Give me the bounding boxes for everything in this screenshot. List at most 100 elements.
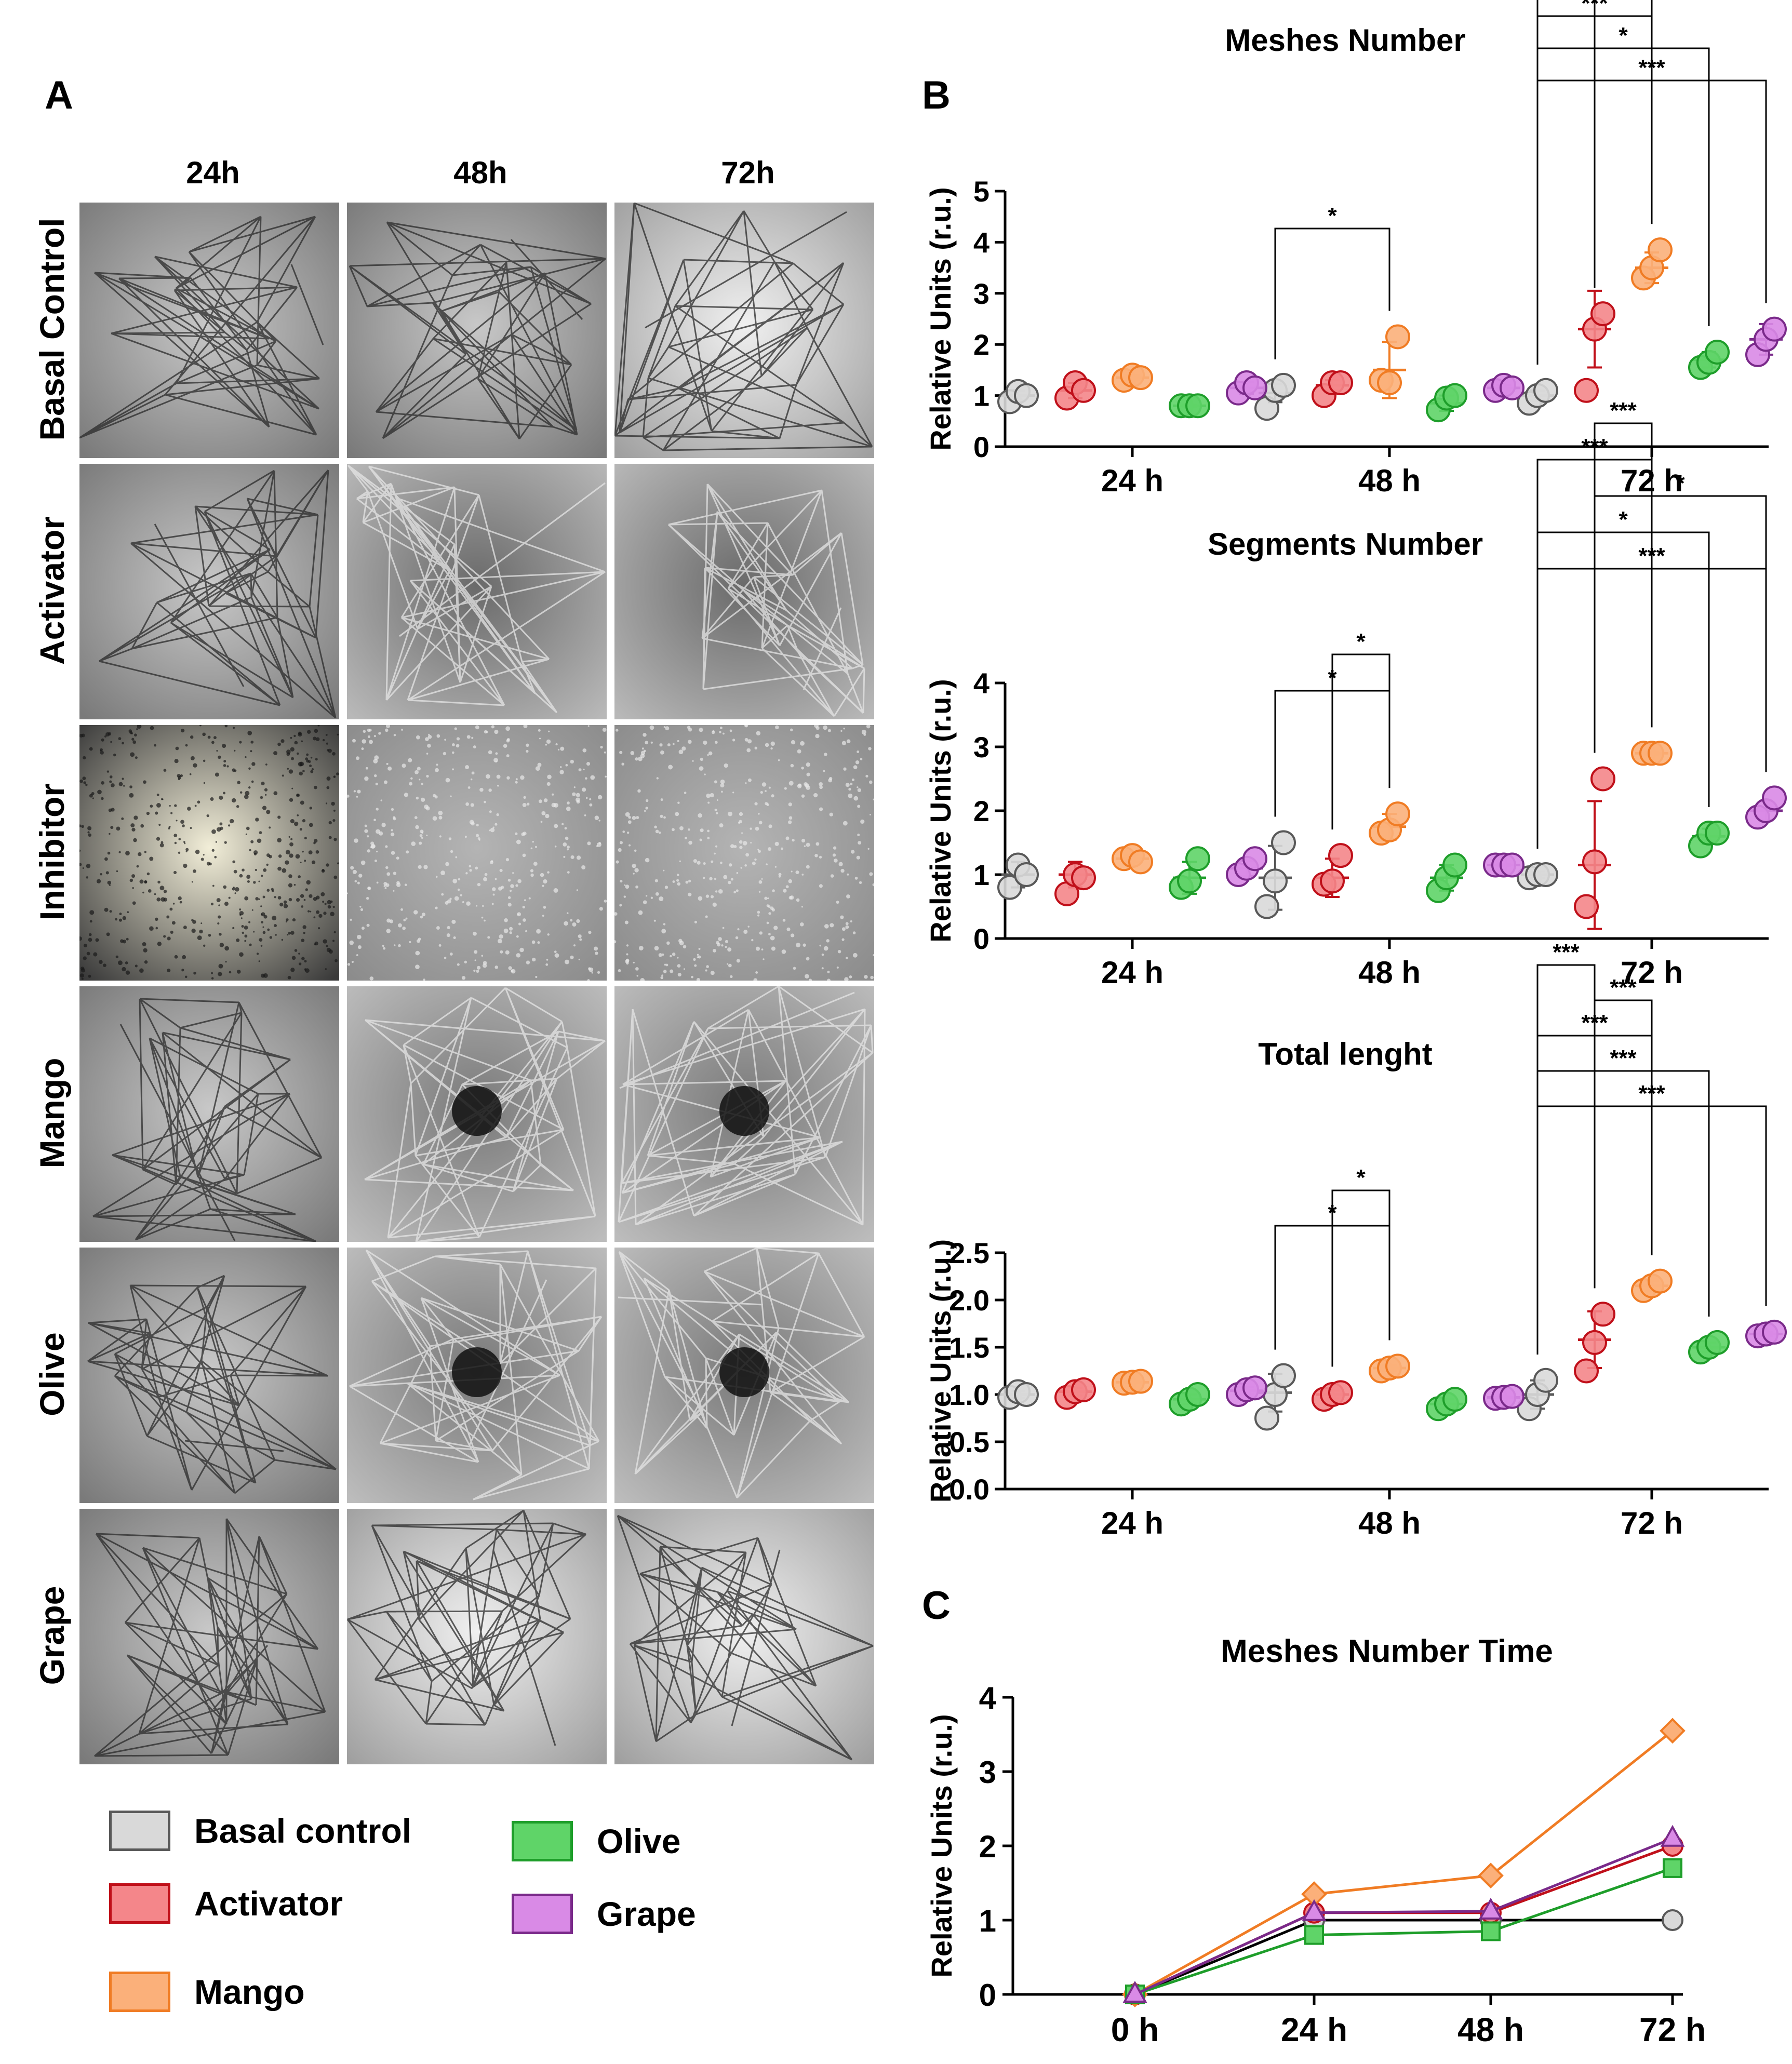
micrograph-tile xyxy=(79,1509,339,1764)
significance-bracket xyxy=(1536,0,1596,365)
chart-meshes-number: Meshes Number Relative Units (r.u.) 0 1 2 3 4 5… xyxy=(924,0,1787,498)
chart-segments-number: Segments Number Relative Units (r.u.) 0 1 2 3… xyxy=(924,398,1787,990)
data-point xyxy=(1242,375,1267,400)
data-point xyxy=(1185,393,1210,419)
column-header-48h: 48h xyxy=(453,155,507,190)
micrograph-tile xyxy=(614,1248,874,1503)
y-tick-label: 2.5 xyxy=(949,1237,989,1269)
legend-item-mango: Mango xyxy=(109,1972,305,2012)
data-point xyxy=(1328,843,1353,868)
significance-bracket xyxy=(1536,964,1596,1355)
y-tick-label: 0 xyxy=(979,1978,996,2013)
significance-bracket xyxy=(1536,1070,1710,1355)
data-point xyxy=(1574,1358,1599,1384)
y-tick-label: 1 xyxy=(973,859,989,891)
legend-label: Grape xyxy=(597,1895,696,1933)
x-tick-label: 48 h xyxy=(1457,2011,1524,2048)
significance-label: *** xyxy=(1553,940,1580,965)
chart-title: Total lenght xyxy=(1258,1037,1433,1071)
data-point xyxy=(1177,868,1202,894)
data-point xyxy=(1254,894,1279,919)
row-header-grape: Grape xyxy=(33,1586,71,1685)
axis-lines xyxy=(1011,1697,1683,1996)
data-point xyxy=(1762,785,1787,811)
y-tick-label: 0 xyxy=(973,431,989,463)
chart-title: Segments Number xyxy=(1208,527,1483,561)
y-tick-label: 4 xyxy=(973,226,989,259)
data-point xyxy=(1705,821,1730,846)
data-point xyxy=(1128,849,1153,875)
legend-label: Olive xyxy=(597,1822,681,1860)
data-point xyxy=(1328,370,1353,395)
y-axis-label: Relative Units (r.u.) xyxy=(924,679,957,942)
data-point xyxy=(1320,868,1345,894)
micrograph-tile xyxy=(614,1509,874,1764)
x-tick-label: 72 h xyxy=(1621,1506,1683,1540)
data-point xyxy=(1478,1862,1504,1889)
x-tick-label: 24 h xyxy=(1101,1506,1164,1540)
micrograph-tile xyxy=(79,725,339,981)
x-tick-label: 48 h xyxy=(1358,463,1421,498)
data-point xyxy=(1071,865,1096,891)
axis-lines xyxy=(1004,191,1769,448)
y-tick-label: 2 xyxy=(973,328,989,361)
data-point xyxy=(1660,1825,1685,1847)
data-point xyxy=(1014,862,1039,887)
significance-label: *** xyxy=(1610,398,1637,423)
data-point xyxy=(1442,383,1467,408)
data-point xyxy=(1185,1382,1210,1407)
data-point xyxy=(1128,1369,1153,1394)
data-point xyxy=(1705,339,1730,365)
y-tick-label: 3 xyxy=(973,277,989,310)
micrograph-tile xyxy=(347,986,607,1242)
significance-bracket xyxy=(1594,999,1653,1289)
data-point xyxy=(1660,1718,1686,1744)
series-line xyxy=(1134,1919,1673,1996)
y-tick-label: 0.0 xyxy=(949,1473,989,1506)
y-tick-label: 2 xyxy=(973,795,989,827)
data-point xyxy=(1762,316,1787,342)
legend-swatch-mango xyxy=(109,1972,170,2012)
y-axis-label: Relative Units (r.u.) xyxy=(925,1714,958,1977)
data-point xyxy=(1185,846,1210,872)
data-point xyxy=(1271,372,1296,398)
x-tick-label: 72 h xyxy=(1621,955,1683,990)
micrograph-tile xyxy=(347,203,607,458)
series-line xyxy=(1134,1837,1673,1996)
data-point xyxy=(1271,1363,1296,1388)
panel-a-label: A xyxy=(45,73,73,117)
micrograph-tile xyxy=(347,1509,607,1764)
significance-bracket xyxy=(1536,47,1710,365)
data-point xyxy=(1481,1921,1501,1941)
data-point xyxy=(1328,1380,1353,1405)
y-axis-label: Relative Units (r.u.) xyxy=(924,1239,957,1503)
data-point xyxy=(1533,1368,1558,1393)
chart-meshes-number-time: Meshes Number Time Relative Units (r.u.) 0… xyxy=(925,1633,1706,2048)
data-point xyxy=(1271,830,1296,855)
micrograph-tile xyxy=(79,203,339,458)
data-point xyxy=(1590,301,1615,327)
data-point xyxy=(1071,378,1096,403)
y-tick-label: 1.0 xyxy=(949,1378,989,1411)
y-tick-label: 4 xyxy=(973,667,989,700)
micrograph-tile xyxy=(614,725,874,981)
legend-label: Basal control xyxy=(194,1812,412,1850)
significance-bracket xyxy=(1594,495,1767,772)
data-point xyxy=(1582,849,1607,875)
column-header-24h: 24h xyxy=(186,155,240,190)
data-point xyxy=(1385,324,1410,350)
legend-swatch-basal-control xyxy=(109,1811,170,1851)
series-line xyxy=(1134,1730,1674,1996)
y-tick-label: 1 xyxy=(973,380,989,412)
data-point xyxy=(1705,1330,1730,1355)
data-point xyxy=(1071,1377,1096,1402)
data-point xyxy=(1590,1302,1615,1327)
chart-title: Meshes Number xyxy=(1225,23,1465,58)
data-point xyxy=(1128,365,1153,391)
significance-label: *** xyxy=(1610,1046,1637,1071)
x-tick-label: 48 h xyxy=(1358,955,1421,990)
data-point xyxy=(1254,1405,1279,1431)
significance-bracket xyxy=(1536,531,1710,849)
significance-label: *** xyxy=(1610,975,1637,1000)
data-point xyxy=(1122,1980,1147,2003)
